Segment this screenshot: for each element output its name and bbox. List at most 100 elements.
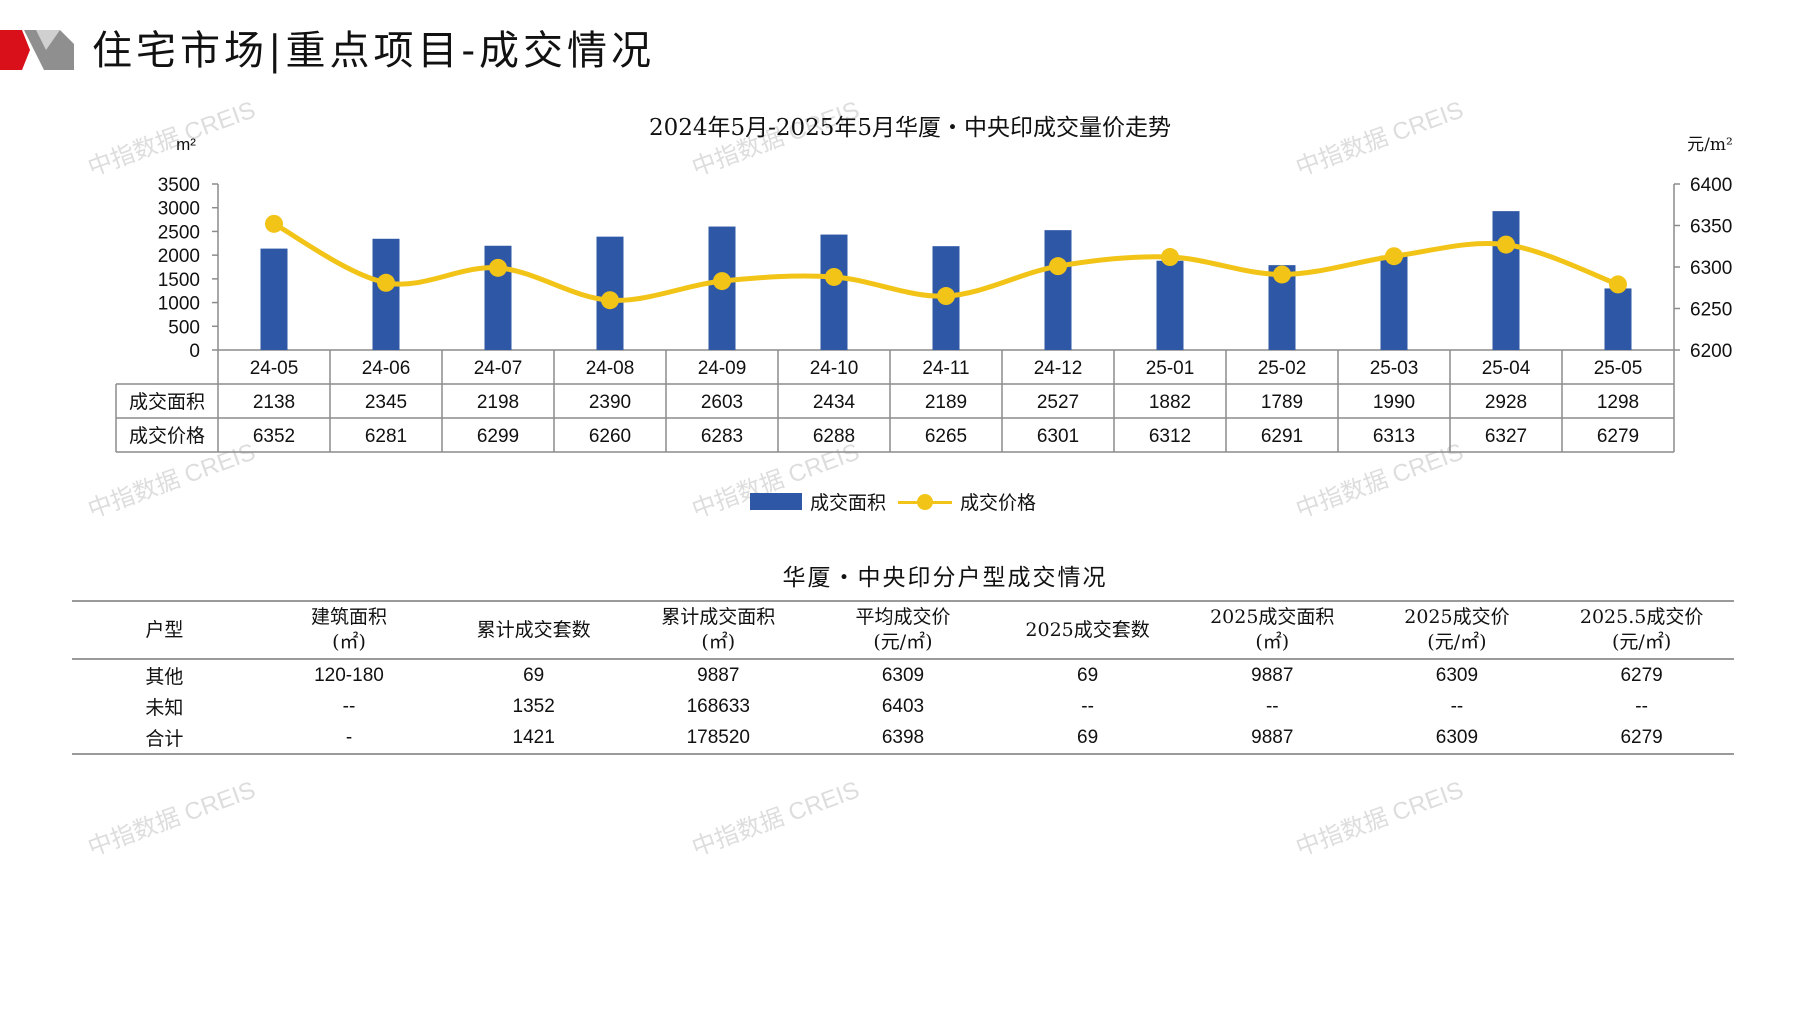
price-point xyxy=(265,214,283,233)
combo-chart: 2024年5月-2025年5月华厦・中央印成交量价走势 m² 元/m² 3500 300… xyxy=(115,115,1733,453)
table-value-price: 6313 xyxy=(1373,426,1415,447)
table-value-price: 6265 xyxy=(925,426,967,447)
table-cell: 168633 xyxy=(686,695,750,717)
watermark: 中指数据 CREIS xyxy=(688,776,864,862)
table-row: 其他 120-180 69 9887 6309 69 9887 6309 6279 xyxy=(72,659,1734,691)
left-tick-label: 500 xyxy=(168,317,200,338)
column-header-text: (元/㎡) xyxy=(873,631,933,653)
legend-line-swatch xyxy=(898,492,953,512)
table-cell: 69 xyxy=(1077,664,1099,686)
table-cell: 9887 xyxy=(1179,722,1365,755)
bar-area xyxy=(1380,255,1408,350)
table-value-area: 2198 xyxy=(477,392,519,413)
chart-title: 2024年5月-2025年5月华厦・中央印成交量价走势 xyxy=(649,115,1171,141)
table-value-price: 6279 xyxy=(1597,426,1639,447)
table-value-area: 2928 xyxy=(1485,392,1527,413)
price-point xyxy=(1161,248,1179,267)
table-value-area: 1789 xyxy=(1261,392,1303,413)
column-header-text: (㎡) xyxy=(701,631,736,653)
bar-area xyxy=(1044,230,1072,350)
right-tick-label: 6350 xyxy=(1690,217,1732,238)
unit-type-table: 户型 建筑面积 (㎡) 累计成交套数 累计成交面积 (㎡) 平均成交价 (元/㎡) 2025成交… xyxy=(72,600,1734,755)
price-point xyxy=(1385,247,1403,266)
bar-area xyxy=(1604,288,1632,350)
price-point xyxy=(489,258,507,277)
watermark: 中指数据 CREIS xyxy=(1292,776,1468,862)
left-tick-label: 1500 xyxy=(158,270,200,291)
column-header-text: (㎡) xyxy=(1255,631,1290,653)
table-cell: 1352 xyxy=(512,695,555,717)
right-tick-label: 6300 xyxy=(1690,258,1732,279)
column-header-text: 累计成交套数 xyxy=(476,618,591,641)
price-point xyxy=(1609,275,1627,294)
left-tick-label: 0 xyxy=(189,341,200,362)
column-header-text: 建筑面积 xyxy=(310,606,387,629)
category-label: 24-11 xyxy=(922,358,969,379)
table-value-price: 6301 xyxy=(1037,426,1079,447)
table-cell: 6279 xyxy=(1620,664,1663,686)
category-label: 25-01 xyxy=(1146,358,1195,379)
right-axis-unit: 元/m² xyxy=(1687,135,1733,155)
table-cell: - xyxy=(256,722,442,755)
table-cell: 178520 xyxy=(625,722,811,755)
table-title: 华厦・中央印分户型成交情况 xyxy=(782,565,1108,591)
table-value-price: 6260 xyxy=(589,426,631,447)
category-label: 24-09 xyxy=(698,358,747,379)
column-header: 建筑面积 (㎡) xyxy=(256,600,442,660)
category-label: 25-02 xyxy=(1258,358,1307,379)
table-value-price: 6283 xyxy=(701,426,743,447)
column-header-text: 平均成交价 xyxy=(855,606,951,629)
column-header-text: 2025.5成交价 xyxy=(1579,606,1704,629)
table-row: 未知 -- 1352 168633 6403 -- -- -- -- xyxy=(72,691,1734,722)
column-header: 2025成交面积 (㎡) xyxy=(1179,600,1365,660)
brand-logo-icon xyxy=(0,30,74,70)
bar-area xyxy=(820,234,848,350)
table-cell: 1421 xyxy=(441,722,626,755)
table-cell: -- xyxy=(1081,695,1094,717)
category-label: 24-07 xyxy=(474,358,523,379)
table-cell: 6309 xyxy=(1364,722,1550,755)
table-value-price: 6281 xyxy=(365,426,407,447)
category-label: 25-04 xyxy=(1482,358,1531,379)
table-cell: 9887 xyxy=(697,664,740,686)
table-value-price: 6352 xyxy=(253,426,295,447)
category-label: 24-12 xyxy=(1034,358,1083,379)
table-value-area: 2603 xyxy=(701,392,743,413)
column-header-text: (元/㎡) xyxy=(1612,631,1672,653)
table-header-row: 户型 建筑面积 (㎡) 累计成交套数 累计成交面积 (㎡) 平均成交价 (元/㎡) 2025成交… xyxy=(72,600,1734,660)
left-tick-label: 2500 xyxy=(158,222,200,243)
table-value-area: 2527 xyxy=(1037,392,1079,413)
chart-legend: 成交面积 成交价格 xyxy=(750,488,1036,515)
column-header-text: 2025成交套数 xyxy=(1025,618,1150,641)
table-cell: 其他 xyxy=(145,666,184,688)
table-cell: -- xyxy=(1635,695,1648,717)
price-point xyxy=(1497,235,1515,254)
table-value-price: 6288 xyxy=(813,426,855,447)
column-header: 平均成交价 (元/㎡) xyxy=(810,600,996,660)
table-cell: 6403 xyxy=(881,695,925,717)
right-tick-label: 6200 xyxy=(1690,341,1732,362)
legend-bar-swatch xyxy=(750,493,802,510)
table-value-area: 1990 xyxy=(1373,392,1415,413)
table-value-area: 2138 xyxy=(253,392,295,413)
category-label: 24-05 xyxy=(250,358,299,379)
left-tick-label: 3000 xyxy=(158,199,200,220)
table-row: 合计 -1421 178520 6398 69 9887 6309 6279 xyxy=(72,722,1734,755)
category-label: 25-05 xyxy=(1594,358,1643,379)
watermark: 中指数据 CREIS xyxy=(84,776,260,862)
row-label-area: 成交面积 xyxy=(129,391,205,413)
table-value-price: 6291 xyxy=(1261,426,1303,447)
right-tick-label: 6400 xyxy=(1690,175,1732,196)
bar-area xyxy=(1156,260,1184,350)
price-point xyxy=(713,272,731,291)
bar-area xyxy=(372,238,400,350)
column-header: 2025.5成交价 (元/㎡) xyxy=(1549,600,1734,660)
table-cell: 9887 xyxy=(1251,664,1294,686)
table-cell: 69 xyxy=(995,722,1180,755)
legend-label-price: 成交价格 xyxy=(960,492,1037,514)
legend-label-area: 成交面积 xyxy=(810,492,887,514)
price-point xyxy=(601,291,619,310)
right-tick-label: 6250 xyxy=(1690,300,1732,321)
table-cell: -- xyxy=(1450,695,1464,717)
table-cell: -- xyxy=(1265,695,1279,717)
